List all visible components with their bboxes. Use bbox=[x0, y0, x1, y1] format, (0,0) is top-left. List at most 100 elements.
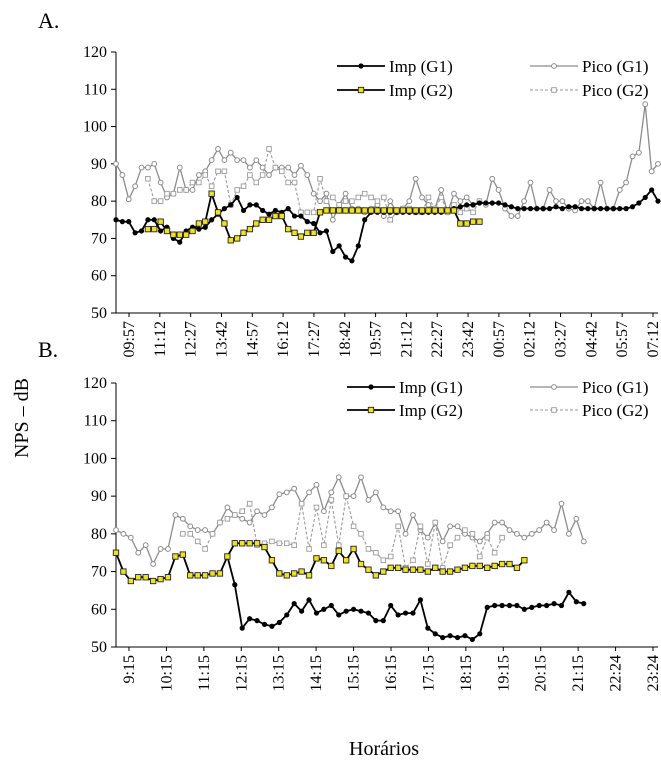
x-tick-label: 11:15 bbox=[196, 655, 213, 691]
data-point bbox=[157, 575, 164, 583]
data-point bbox=[450, 207, 458, 214]
data-point bbox=[150, 561, 157, 567]
legend-marker bbox=[367, 406, 375, 414]
panel-a-label: A. bbox=[38, 8, 59, 33]
y-tick-label: 70 bbox=[91, 564, 107, 581]
data-point bbox=[313, 555, 320, 562]
data-point bbox=[425, 625, 431, 631]
data-point bbox=[265, 216, 273, 223]
data-point bbox=[189, 227, 196, 235]
x-tick-label: 9:15 bbox=[121, 655, 138, 683]
data-point bbox=[581, 601, 587, 607]
data-point bbox=[283, 572, 290, 579]
x-tick-label: 15:15 bbox=[346, 655, 363, 691]
data-point bbox=[253, 220, 260, 227]
data-point bbox=[454, 634, 461, 641]
data-point bbox=[189, 187, 196, 193]
data-point bbox=[491, 519, 498, 526]
x-tick-label: 11:12 bbox=[152, 321, 169, 357]
x-tick-label: 21:12 bbox=[398, 321, 415, 357]
data-point bbox=[394, 564, 402, 571]
data-point bbox=[527, 206, 534, 212]
data-point bbox=[127, 534, 134, 541]
data-point bbox=[224, 553, 231, 560]
data-point bbox=[476, 562, 483, 570]
data-point bbox=[489, 200, 495, 206]
data-point bbox=[246, 500, 253, 507]
data-point bbox=[387, 553, 394, 560]
legend-label: Imp (G2) bbox=[399, 401, 463, 420]
data-point bbox=[439, 538, 446, 545]
data-point bbox=[272, 207, 279, 214]
data-point bbox=[521, 534, 528, 541]
data-point bbox=[521, 206, 527, 212]
data-point bbox=[208, 183, 215, 189]
panel-a: A. 50 60 70 80 90 100 110 120 09:57 11:12 12:27 13:4… bbox=[38, 8, 661, 357]
data-point bbox=[350, 545, 357, 553]
data-point bbox=[559, 198, 566, 205]
data-point bbox=[232, 512, 238, 518]
data-point bbox=[187, 523, 194, 530]
x-tick-label: 19:57 bbox=[368, 321, 385, 357]
data-point bbox=[425, 561, 431, 567]
data-point bbox=[170, 231, 177, 238]
data-point bbox=[463, 220, 470, 227]
data-point bbox=[457, 220, 464, 227]
panel-b-label: B. bbox=[38, 337, 58, 362]
data-point bbox=[224, 516, 231, 522]
data-point bbox=[234, 187, 240, 193]
data-point bbox=[165, 546, 171, 552]
data-point bbox=[259, 172, 266, 178]
data-point bbox=[336, 612, 342, 618]
data-point bbox=[469, 531, 476, 537]
data-point bbox=[127, 577, 134, 585]
data-point bbox=[342, 190, 349, 197]
data-point bbox=[261, 621, 268, 627]
data-point bbox=[247, 164, 253, 171]
data-point bbox=[553, 198, 559, 205]
data-point bbox=[201, 572, 209, 579]
data-point bbox=[254, 508, 260, 515]
x-tick-label: 16:15 bbox=[383, 655, 400, 691]
data-point bbox=[234, 194, 240, 201]
data-point bbox=[402, 530, 409, 537]
data-point bbox=[506, 527, 513, 533]
data-point bbox=[291, 229, 298, 236]
y-tick-label: 70 bbox=[91, 230, 107, 247]
legend-label: Imp (G1) bbox=[399, 378, 463, 397]
data-point bbox=[655, 160, 661, 167]
data-point bbox=[399, 207, 407, 214]
data-point bbox=[365, 566, 372, 573]
data-point bbox=[151, 160, 158, 167]
data-point bbox=[269, 504, 275, 511]
data-point bbox=[202, 527, 208, 533]
data-point bbox=[380, 618, 386, 624]
data-point bbox=[419, 194, 425, 201]
series-imp-g2 bbox=[112, 540, 528, 585]
x-tick-label: 03:27 bbox=[553, 321, 570, 357]
data-point bbox=[406, 198, 413, 205]
data-point bbox=[361, 190, 368, 197]
data-point bbox=[330, 248, 336, 255]
data-point bbox=[372, 572, 380, 579]
data-point bbox=[350, 523, 357, 530]
data-point bbox=[373, 549, 379, 556]
data-point bbox=[209, 570, 216, 577]
data-point bbox=[145, 217, 151, 223]
data-point bbox=[240, 229, 247, 236]
data-point bbox=[477, 553, 483, 560]
data-point bbox=[566, 530, 572, 537]
data-point bbox=[253, 202, 259, 208]
data-point bbox=[598, 206, 604, 212]
x-tick-label: 04:42 bbox=[583, 321, 600, 357]
data-point bbox=[142, 542, 149, 549]
x-tick-label: 22:27 bbox=[429, 321, 446, 357]
data-point bbox=[221, 157, 228, 164]
data-point bbox=[521, 557, 528, 564]
x-tick-label: 22:24 bbox=[608, 655, 625, 691]
data-point bbox=[310, 190, 317, 197]
data-point bbox=[578, 206, 585, 212]
data-point bbox=[446, 568, 454, 575]
data-point bbox=[477, 631, 483, 637]
data-point bbox=[387, 207, 394, 214]
